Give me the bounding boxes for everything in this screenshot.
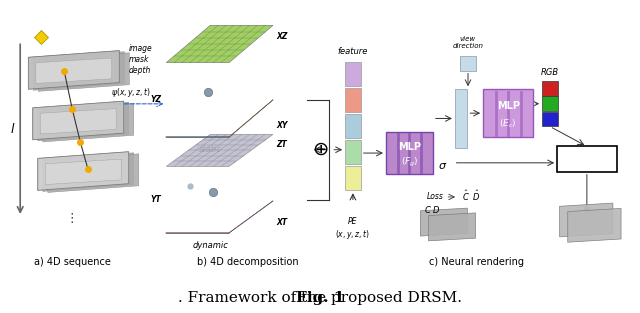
Text: $\psi(x,y,z,t)$: $\psi(x,y,z,t)$ (111, 85, 151, 99)
Text: $\hat{C}$: $\hat{C}$ (462, 188, 470, 203)
Polygon shape (38, 152, 129, 190)
Text: PE
$(x, y, z, t)$: PE $(x, y, z, t)$ (335, 217, 371, 241)
FancyBboxPatch shape (345, 88, 361, 112)
Text: Rendering: Rendering (563, 160, 611, 169)
Polygon shape (559, 203, 613, 237)
Polygon shape (429, 213, 476, 241)
Polygon shape (43, 103, 134, 142)
Polygon shape (229, 100, 273, 137)
Text: view
direction: view direction (452, 36, 483, 49)
Text: b) 4D decomposition: b) 4D decomposition (197, 258, 299, 267)
FancyBboxPatch shape (345, 114, 361, 138)
Text: $\vdots$: $\vdots$ (65, 211, 74, 225)
Text: static: static (200, 145, 222, 154)
FancyBboxPatch shape (542, 81, 557, 95)
Polygon shape (33, 52, 124, 90)
Text: $(E_c)$: $(E_c)$ (499, 117, 517, 130)
Text: MLP: MLP (398, 142, 421, 152)
Polygon shape (38, 152, 129, 190)
Text: MLP: MLP (497, 101, 520, 111)
Text: YZ: YZ (150, 95, 161, 104)
FancyBboxPatch shape (345, 167, 361, 190)
FancyBboxPatch shape (483, 89, 533, 137)
Polygon shape (40, 109, 116, 134)
Polygon shape (28, 51, 119, 89)
Text: feature: feature (338, 47, 368, 56)
FancyBboxPatch shape (557, 146, 617, 172)
Text: a) 4D sequence: a) 4D sequence (34, 258, 111, 267)
Text: Loss: Loss (426, 192, 444, 202)
FancyBboxPatch shape (345, 62, 361, 86)
Polygon shape (568, 208, 621, 242)
Polygon shape (166, 25, 273, 63)
FancyBboxPatch shape (461, 56, 476, 70)
Text: RGB: RGB (541, 68, 559, 77)
Text: XT: XT (276, 218, 287, 228)
Polygon shape (36, 58, 112, 84)
Polygon shape (28, 51, 119, 89)
Polygon shape (48, 154, 139, 192)
FancyBboxPatch shape (455, 89, 467, 148)
Text: $\oplus$: $\oplus$ (312, 140, 328, 159)
Text: c) Neural rendering: c) Neural rendering (429, 258, 524, 267)
Polygon shape (229, 201, 273, 233)
Text: $\hat{D}$: $\hat{D}$ (472, 188, 480, 203)
FancyBboxPatch shape (345, 140, 361, 164)
Text: $C$: $C$ (424, 204, 432, 215)
Text: XY: XY (276, 121, 287, 131)
Text: $D$: $D$ (432, 204, 440, 215)
Polygon shape (38, 102, 129, 141)
Text: $(F_g)$: $(F_g)$ (401, 156, 418, 169)
FancyBboxPatch shape (542, 112, 557, 126)
Polygon shape (33, 101, 124, 140)
Text: ZT: ZT (276, 140, 287, 148)
Polygon shape (420, 208, 467, 236)
Text: image
mask
depth: image mask depth (129, 44, 152, 75)
Text: $\sigma$: $\sigma$ (438, 161, 447, 171)
FancyBboxPatch shape (386, 132, 433, 174)
Polygon shape (33, 101, 124, 140)
Text: Fig. 1: Fig. 1 (296, 291, 344, 305)
Text: dynamic: dynamic (193, 241, 229, 250)
Polygon shape (43, 153, 134, 191)
Polygon shape (45, 159, 121, 185)
Text: Volume: Volume (570, 151, 604, 161)
FancyBboxPatch shape (542, 96, 557, 111)
Text: XZ: XZ (276, 32, 287, 41)
Text: YT: YT (150, 195, 161, 204)
Polygon shape (38, 53, 129, 91)
Text: $l$: $l$ (10, 122, 15, 136)
Polygon shape (166, 135, 273, 167)
Text: . Framework of the proposed DRSM.: . Framework of the proposed DRSM. (178, 291, 462, 305)
